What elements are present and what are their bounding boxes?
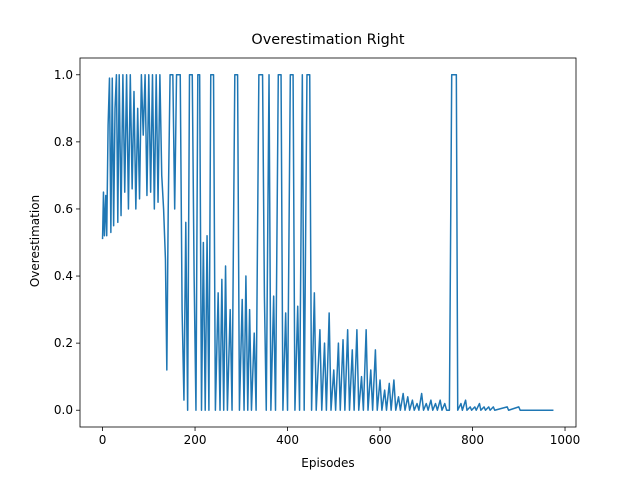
x-tick-label: 800 [461,433,484,447]
data-line [101,74,554,411]
chart-title: Overestimation Right [251,32,405,48]
y-tick-label: 1.0 [54,68,73,82]
x-tick-label: 1000 [550,433,581,447]
y-tick-label: 0.4 [54,269,73,283]
y-tick-label: 0.0 [54,403,73,417]
x-tick-label: 600 [369,433,392,447]
y-tick-label: 0.8 [54,135,73,149]
y-axis-label: Overestimation [28,195,42,287]
x-tick-label: 200 [184,433,207,447]
x-tick-label: 400 [276,433,299,447]
x-tick-label: 0 [99,433,107,447]
plot-frame [79,57,577,428]
y-tick-label: 0.6 [54,202,73,216]
x-axis-label: Episodes [301,456,354,470]
y-tick-label: 0.2 [54,336,73,350]
